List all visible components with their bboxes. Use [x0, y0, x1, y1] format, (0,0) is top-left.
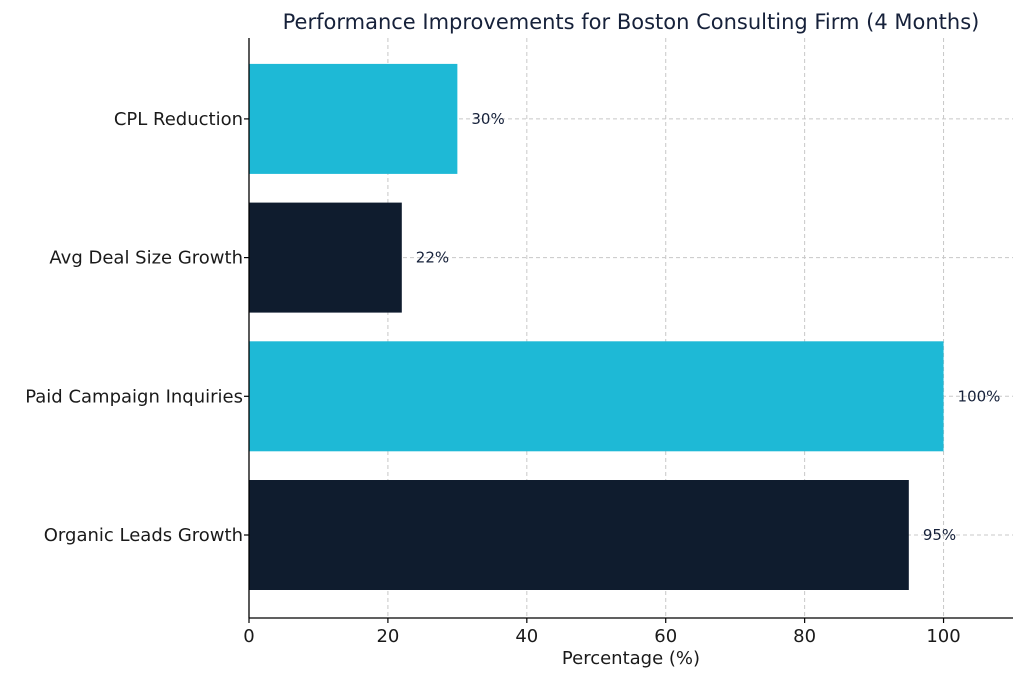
x-tick-label: 20 [376, 626, 399, 647]
chart-title: Performance Improvements for Boston Cons… [283, 10, 980, 34]
bar-value-label: 30% [471, 110, 504, 128]
x-tick-label: 80 [793, 626, 816, 647]
bars: 95% 100% 22% 30% [249, 63, 1001, 590]
bar [249, 341, 944, 452]
bar-value-label: 95% [923, 526, 956, 544]
x-axis-label: Percentage (%) [562, 648, 700, 669]
x-tick-label: 60 [654, 626, 677, 647]
category-label: Organic Leads Growth [44, 525, 243, 546]
bar [249, 480, 909, 590]
x-tick-label: 100 [926, 626, 960, 647]
category-label: Paid Campaign Inquiries [25, 386, 243, 407]
category-label: Avg Deal Size Growth [49, 248, 243, 269]
category-label: CPL Reduction [114, 109, 243, 130]
bar-value-label: 22% [416, 249, 449, 267]
x-tick-label: 0 [243, 626, 254, 647]
bar [249, 202, 402, 313]
axes: 0 20 40 60 80 100 Organic Leads Growth Paid Cam… [25, 38, 1013, 647]
bar [249, 63, 458, 174]
x-tick-label: 40 [515, 626, 538, 647]
bar-value-label: 100% [958, 387, 1001, 405]
